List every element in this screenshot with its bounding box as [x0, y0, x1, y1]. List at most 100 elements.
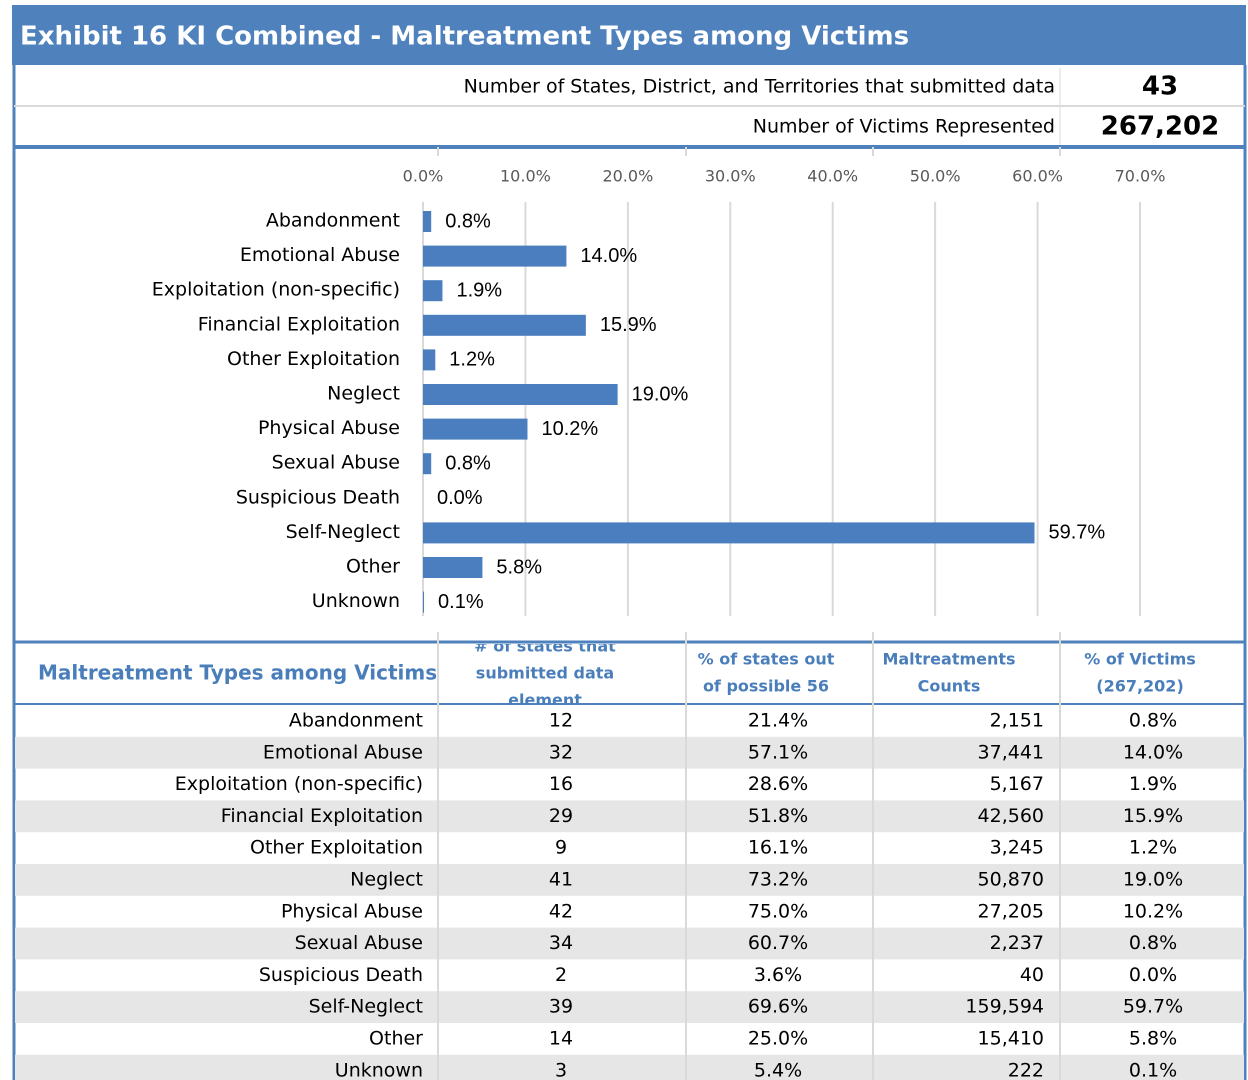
summary-label: Number of States, District, and Territor… [464, 76, 1055, 98]
bar [423, 314, 586, 336]
table-cell: 159,594 [965, 996, 1044, 1018]
category-label: Financial Exploitation [198, 313, 400, 335]
value-label: 15.9% [600, 314, 657, 336]
table-cell: 19.0% [1123, 869, 1183, 891]
bar [423, 591, 425, 613]
table-header: (267,202) [1096, 677, 1184, 696]
x-tick-label: 40.0% [807, 167, 858, 186]
category-label: Other Exploitation [227, 348, 400, 370]
bar [423, 522, 1035, 544]
table-cell: Unknown [335, 1059, 423, 1080]
row-band [15, 864, 1244, 896]
table-cell: 29 [549, 805, 573, 827]
table-cell: Other Exploitation [250, 837, 423, 859]
table-cell: 16 [549, 773, 573, 795]
table-cell: 73.2% [748, 869, 808, 891]
table-cell: Abandonment [289, 710, 423, 732]
table-cell: 10.2% [1123, 900, 1183, 922]
category-label: Physical Abuse [258, 417, 400, 439]
x-tick-label: 50.0% [910, 167, 961, 186]
table-cell: 5,167 [990, 773, 1044, 795]
table-header: % of Victims [1084, 650, 1196, 669]
table-cell: 28.6% [748, 773, 808, 795]
table-header: Counts [918, 677, 981, 696]
table-cell: 42 [549, 900, 573, 922]
category-label: Abandonment [266, 210, 400, 232]
header-group: # of states that submitted data element % o… [474, 637, 1196, 704]
table-cell: 39 [549, 996, 573, 1018]
summary-value: 43 [1142, 72, 1178, 102]
table-cell: 57.1% [748, 741, 808, 763]
table-header: of possible 56 [703, 677, 829, 696]
table-cell: 40 [1020, 964, 1044, 986]
row-band [15, 991, 1244, 1023]
table-cell: 41 [549, 869, 573, 891]
table-cell: 1.9% [1129, 773, 1177, 795]
x-tick-label: 20.0% [602, 167, 653, 186]
table-cell: 37,441 [978, 741, 1044, 763]
table-cell: 2 [555, 964, 567, 986]
bar [423, 453, 432, 475]
table-cell: 21.4% [748, 710, 808, 732]
table-cell: 9 [555, 837, 567, 859]
x-tick-label: 60.0% [1012, 167, 1063, 186]
table-cell: 5.8% [1129, 1028, 1177, 1050]
table-cell: 5.4% [754, 1059, 802, 1080]
bar [423, 384, 618, 405]
value-label: 10.2% [541, 418, 598, 440]
table-header: # of states that [474, 637, 616, 656]
table-cell: 32 [549, 741, 573, 763]
table-cell: 51.8% [748, 805, 808, 827]
row-band [15, 736, 1244, 769]
table-cell: 14 [549, 1028, 573, 1050]
value-label: 0.1% [438, 591, 484, 613]
bar [423, 211, 432, 232]
category-label: Sexual Abuse [272, 452, 400, 474]
table-cell: 0.1% [1129, 1059, 1177, 1080]
table-cell: 42,560 [978, 805, 1044, 827]
bar [423, 418, 528, 440]
x-tick-label: 70.0% [1115, 167, 1166, 186]
table-cell: Suspicious Death [259, 964, 423, 986]
x-tick-label: 0.0% [403, 167, 444, 186]
table-cell: Physical Abuse [281, 900, 423, 922]
bar [423, 245, 567, 267]
layout [12, 65, 1247, 1080]
table-cell: 222 [1008, 1059, 1044, 1080]
table-header: submitted data [476, 664, 614, 683]
bar [423, 557, 483, 578]
table-cell: 3 [555, 1059, 567, 1080]
category-label: Other [346, 556, 400, 578]
table-cell: 15,410 [978, 1028, 1044, 1050]
table-cell: 34 [549, 932, 573, 954]
table-cell: Sexual Abuse [295, 932, 423, 954]
x-tick-label: 10.0% [500, 167, 551, 186]
table-cell: Financial Exploitation [221, 805, 423, 827]
summary-value: 267,202 [1101, 112, 1219, 142]
bar [423, 349, 436, 371]
table-cell: 27,205 [978, 900, 1044, 922]
value-label: 5.8% [496, 556, 542, 578]
value-label: 59.7% [1048, 522, 1105, 544]
table-cell: Emotional Abuse [263, 741, 423, 763]
table-header: Maltreatment Types among Victims [38, 661, 437, 685]
table-cell: 15.9% [1123, 805, 1183, 827]
row-band [15, 800, 1244, 833]
summary-label: Number of Victims Represented [753, 116, 1055, 138]
title-bar [12, 5, 1246, 65]
table-cell: Other [369, 1028, 423, 1050]
x-tick-label: 30.0% [705, 167, 756, 186]
table-header: Maltreatments [882, 650, 1015, 669]
category-label: Self-Neglect [286, 521, 400, 543]
category-label: Exploitation (non-specific) [152, 279, 400, 301]
table-cell: 69.6% [748, 996, 808, 1018]
category-label: Unknown [312, 590, 400, 612]
value-label: 0.8% [445, 210, 491, 232]
value-label: 19.0% [632, 383, 689, 405]
category-label: Emotional Abuse [240, 244, 400, 266]
value-label: 0.0% [437, 487, 483, 509]
table-cell: 50,870 [978, 869, 1044, 891]
value-label: 0.8% [445, 452, 491, 474]
table-cell: 0.8% [1129, 932, 1177, 954]
